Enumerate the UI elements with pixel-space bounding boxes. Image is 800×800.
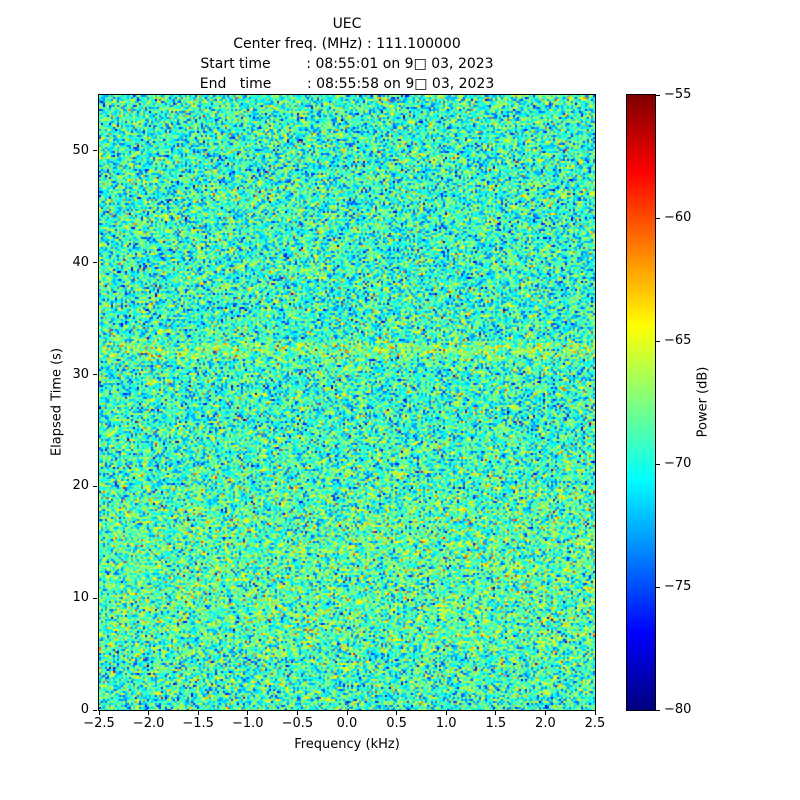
x-tick-label: 0.0 (336, 716, 358, 731)
x-tick-mark (296, 711, 298, 715)
y-tick-mark (93, 709, 97, 711)
y-tick-mark (93, 150, 97, 152)
colorbar-tick-mark (656, 217, 660, 219)
y-tick-label: 10 (72, 590, 89, 606)
colorbar-tick-mark (656, 586, 660, 588)
x-tick-label: −0.5 (281, 716, 314, 731)
y-tick-mark (93, 374, 97, 376)
x-axis-label: Frequency (kHz) (294, 737, 400, 752)
y-axis-label: Elapsed Time (s) (49, 347, 65, 457)
spectrogram-axes (98, 94, 596, 711)
y-tick-label: 30 (72, 366, 89, 382)
x-tick-mark (544, 711, 546, 715)
y-tick-mark (93, 597, 97, 599)
x-tick-mark (396, 711, 398, 715)
x-tick-label: 1.0 (435, 716, 457, 731)
x-tick-mark (148, 711, 150, 715)
x-tick-mark (197, 711, 199, 715)
x-tick-label: 2.5 (584, 716, 606, 731)
y-tick-label: 0 (80, 702, 89, 717)
x-tick-label: 0.5 (386, 716, 407, 731)
x-tick-mark (98, 711, 100, 715)
x-tick-mark (247, 711, 249, 715)
x-tick-mark (495, 711, 497, 715)
figure-title: UEC (332, 16, 362, 32)
x-tick-label: 2.0 (535, 716, 556, 731)
colorbar-tick-label: −55 (664, 87, 692, 102)
x-tick-mark (594, 711, 596, 715)
start-time-line: Start time : 08:55:01 on 9□ 03, 2023 (200, 56, 494, 72)
colorbar-tick-mark (656, 340, 660, 342)
colorbar-tick-label: −70 (664, 456, 692, 471)
colorbar-tick-label: −65 (664, 333, 692, 348)
x-tick-label: 1.5 (485, 716, 507, 731)
colorbar-tick-label: −75 (664, 579, 692, 594)
y-tick-label: 40 (72, 254, 89, 270)
colorbar-label: Power (dB) (695, 366, 711, 438)
center-freq-line: Center freq. (MHz) : 111.100000 (233, 36, 461, 52)
x-tick-label: −2.5 (83, 716, 115, 731)
figure-header: UEC Center freq. (MHz) : 111.100000 Star… (99, 14, 595, 94)
y-tick-mark (93, 485, 97, 487)
end-time-line: End time : 08:55:58 on 9□ 03, 2023 (199, 76, 495, 92)
y-tick-mark (93, 262, 97, 264)
colorbar-tick-mark (656, 94, 660, 96)
colorbar-tick-label: −80 (664, 702, 692, 717)
colorbar (626, 94, 656, 711)
x-tick-label: −1.0 (232, 716, 264, 731)
colorbar-tick-mark (656, 709, 660, 711)
x-tick-mark (346, 711, 348, 715)
x-tick-label: −2.0 (132, 716, 165, 731)
colorbar-gradient (627, 95, 655, 710)
y-tick-label: 50 (72, 142, 89, 158)
colorbar-tick-mark (656, 463, 660, 465)
x-tick-label: −1.5 (182, 716, 214, 731)
y-tick-label: 20 (72, 478, 89, 494)
spectrogram-heatmap (99, 95, 595, 710)
colorbar-tick-label: −60 (664, 210, 692, 225)
x-tick-mark (445, 711, 447, 715)
